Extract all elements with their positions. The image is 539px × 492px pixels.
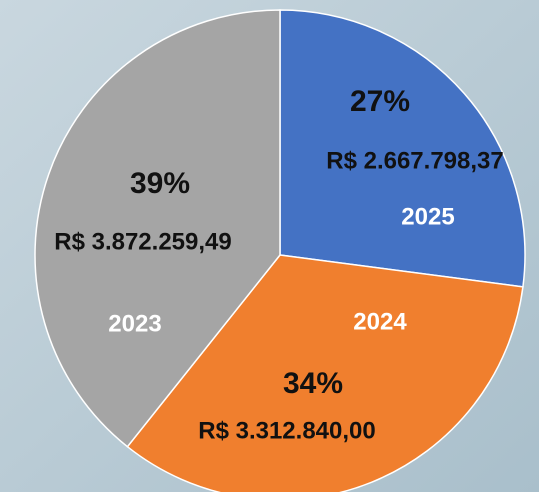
category-label: 2025: [401, 203, 454, 230]
category-label: 2023: [108, 310, 161, 337]
pie-slice: [126, 254, 524, 492]
pie-slice: [34, 9, 281, 448]
value-label: R$ 2.667.798,37: [326, 147, 503, 174]
labels: 27% R$ 2.667.798,37 2025 34% R$ 3.312.840,00…: [54, 85, 503, 444]
value-label: R$ 3.872.259,49: [54, 228, 231, 255]
pie-slice: [279, 9, 526, 288]
pie: [34, 9, 526, 492]
percentage-label: 34%: [283, 367, 343, 400]
category-label: 2024: [353, 308, 407, 335]
value-label: R$ 3.312.840,00: [198, 417, 375, 444]
percentage-label: 39%: [130, 167, 190, 200]
percentage-label: 27%: [350, 85, 410, 118]
